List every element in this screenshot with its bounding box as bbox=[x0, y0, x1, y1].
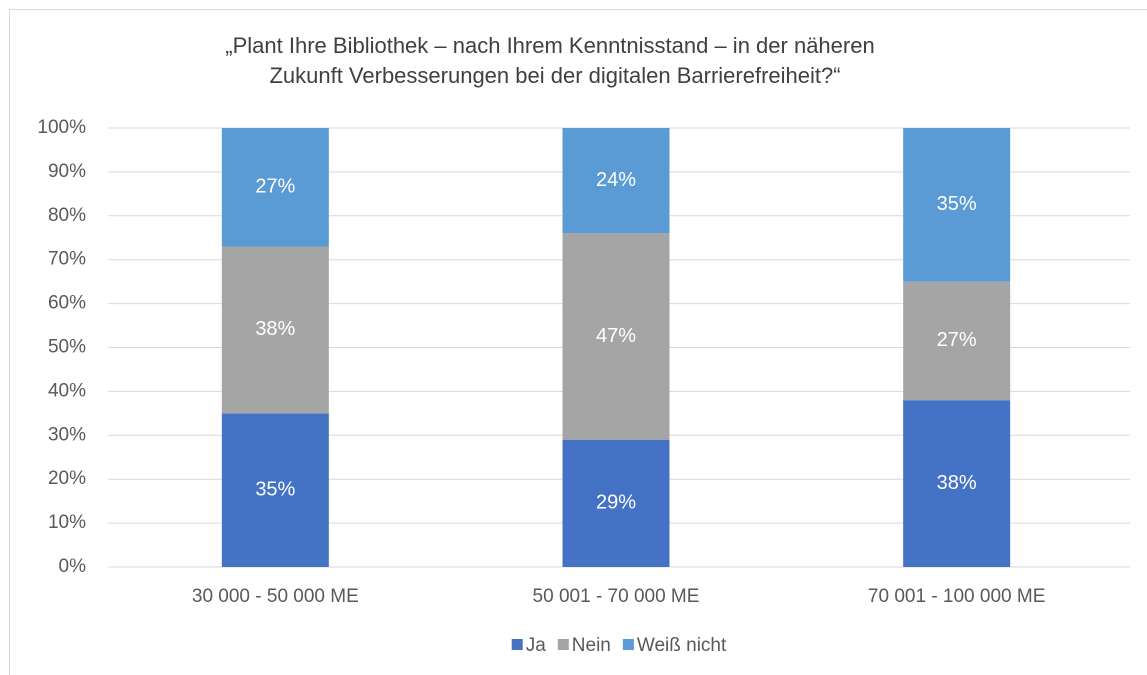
legend-label: Weiß nicht bbox=[637, 635, 727, 656]
legend-swatch bbox=[557, 639, 569, 650]
x-tick-label: 70 001 - 100 000 ME bbox=[868, 586, 1045, 607]
y-tick-label: 0% bbox=[59, 556, 87, 577]
chart-title: Zukunft Verbesserungen bei der digitalen… bbox=[269, 63, 840, 88]
y-tick-label: 90% bbox=[48, 161, 86, 182]
bar-segment bbox=[221, 413, 329, 567]
y-tick-label: 30% bbox=[48, 424, 86, 445]
y-tick-label: 70% bbox=[48, 249, 86, 270]
bar-segment bbox=[903, 281, 1011, 401]
bar-segment bbox=[562, 233, 670, 440]
legend-swatch bbox=[622, 639, 634, 650]
legend-label: Ja bbox=[526, 635, 547, 656]
data-label: 47% bbox=[596, 325, 636, 347]
data-label: 38% bbox=[937, 472, 977, 494]
y-tick-label: 80% bbox=[48, 205, 86, 226]
data-label: 27% bbox=[255, 176, 295, 198]
data-label: 27% bbox=[937, 329, 977, 351]
y-tick-label: 60% bbox=[48, 293, 86, 314]
chart-frame bbox=[9, 9, 1147, 675]
chart-title: „Plant Ihre Bibliothek – nach Ihrem Kenn… bbox=[225, 33, 874, 58]
x-tick-label: 30 000 - 50 000 ME bbox=[192, 586, 359, 607]
bar-segment bbox=[903, 128, 1011, 282]
y-tick-label: 10% bbox=[48, 512, 86, 533]
bar-segment bbox=[903, 400, 1011, 567]
x-tick-label: 50 001 - 70 000 ME bbox=[533, 586, 700, 607]
y-tick-label: 100% bbox=[37, 117, 86, 138]
bar-segment bbox=[221, 246, 329, 414]
y-tick-label: 50% bbox=[48, 337, 86, 358]
y-tick-label: 20% bbox=[48, 468, 86, 489]
data-label: 24% bbox=[596, 169, 636, 191]
data-label: 29% bbox=[596, 492, 636, 514]
data-label: 38% bbox=[255, 318, 295, 340]
bar-segment bbox=[562, 128, 670, 234]
data-label: 35% bbox=[255, 478, 295, 500]
bar-segment bbox=[562, 439, 670, 567]
legend-swatch bbox=[511, 639, 523, 650]
y-tick-label: 40% bbox=[48, 380, 86, 401]
bar-segment bbox=[221, 128, 329, 247]
legend-label: Nein bbox=[572, 635, 611, 656]
data-label: 35% bbox=[937, 193, 977, 215]
